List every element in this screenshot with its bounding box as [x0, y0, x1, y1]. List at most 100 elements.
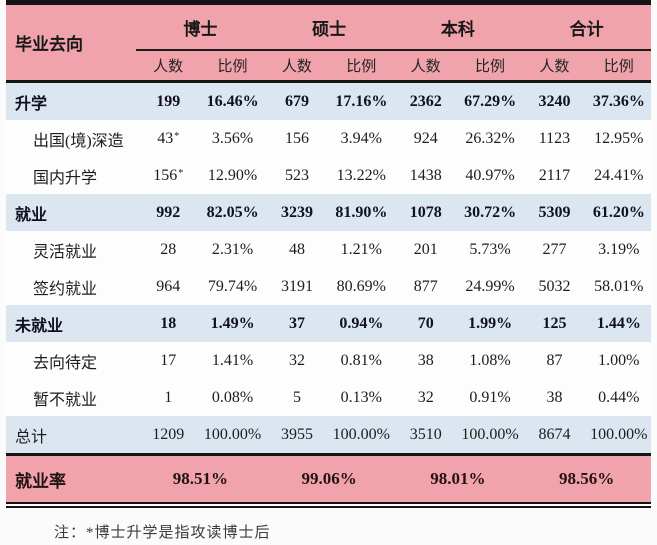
column-group-total: 合计 [522, 5, 651, 51]
cell-value: 1 [136, 379, 201, 416]
row-label: 灵活就业 [6, 231, 136, 268]
cell-value: 17.16% [329, 83, 394, 120]
subcolumn-header-proportion: 比例 [329, 51, 394, 83]
cell-value: 30.72% [457, 194, 523, 231]
cell-value: 0.81% [329, 342, 394, 379]
cell-value: 201 [393, 231, 458, 268]
column-group-bachelor: 本科 [393, 5, 523, 51]
row-label: 升学 [6, 83, 136, 120]
subcolumn-header-proportion: 比例 [457, 51, 523, 83]
cell-value: 199 [136, 83, 201, 120]
cell-value: 877 [393, 268, 458, 305]
cell-value: 156 [264, 120, 330, 157]
cell-value: 964 [136, 268, 201, 305]
cell-value: 100.00% [586, 416, 651, 453]
employment-rate-value: 98.51% [136, 453, 265, 502]
column-group-master: 硕士 [264, 5, 394, 51]
cell-value: 5309 [522, 194, 587, 231]
subcolumn-header-count: 人数 [264, 51, 330, 83]
cell-value: 81.90% [329, 194, 394, 231]
cell-value: 1123 [522, 120, 587, 157]
cell-value: 80.69% [329, 268, 394, 305]
cell-value: 58.01% [586, 268, 651, 305]
subcolumn-header-count: 人数 [522, 51, 587, 83]
cell-value: 679 [264, 83, 330, 120]
cell-value: 1.21% [329, 231, 394, 268]
subcolumn-header-proportion: 比例 [586, 51, 651, 83]
cell-value: 3.56% [200, 120, 265, 157]
cell-value: 0.44% [586, 379, 651, 416]
cell-value: 13.22% [329, 157, 394, 194]
cell-value: 1.49% [200, 305, 265, 342]
row-label: 暂不就业 [6, 379, 136, 416]
column-group-phd: 博士 [136, 5, 265, 51]
row-label: 签约就业 [6, 268, 136, 305]
cell-value: 0.08% [200, 379, 265, 416]
cell-value: 523 [264, 157, 330, 194]
table-grid: 毕业去向 博士 硕士 本科 合计 人数 比例 人数 比例 人数 比例 人数 比例… [6, 5, 651, 502]
cell-value: 12.95% [586, 120, 651, 157]
cell-value: 2.31% [200, 231, 265, 268]
cell-value: 5032 [522, 268, 587, 305]
cell-value: 100.00% [200, 416, 265, 453]
cell-value: 28 [136, 231, 201, 268]
cell-value: 26.32% [457, 120, 523, 157]
employment-rate-value: 98.56% [522, 453, 651, 502]
cell-value: 70 [393, 305, 458, 342]
cell-value: 0.13% [329, 379, 394, 416]
cell-value: 40.97% [457, 157, 523, 194]
cell-value: 24.99% [457, 268, 523, 305]
cell-value: 18 [136, 305, 201, 342]
employment-rate-value: 98.01% [393, 453, 523, 502]
cell-value: 1438 [393, 157, 458, 194]
cell-value: 100.00% [457, 416, 523, 453]
cell-value: 32 [264, 342, 330, 379]
cell-value: 0.91% [457, 379, 523, 416]
cell-value: 8674 [522, 416, 587, 453]
cell-value: 1.99% [457, 305, 523, 342]
cell-value: 3239 [264, 194, 330, 231]
cell-value: 3240 [522, 83, 587, 120]
cell-value: 100.00% [329, 416, 394, 453]
cell-value: 1.44% [586, 305, 651, 342]
cell-value: 67.29% [457, 83, 523, 120]
cell-value: 3955 [264, 416, 330, 453]
cell-value: 32 [393, 379, 458, 416]
cell-value: 43 * [136, 120, 201, 157]
cell-value: 5.73% [457, 231, 523, 268]
footnote: 注：*博士升学是指攻读博士后 [54, 525, 271, 541]
row-label: 就业 [6, 194, 136, 231]
cell-value: 38 [393, 342, 458, 379]
row-label: 总计 [6, 416, 136, 453]
cell-value: 3191 [264, 268, 330, 305]
cell-value: 1.00% [586, 342, 651, 379]
cell-value: 79.74% [200, 268, 265, 305]
row-label: 去向待定 [6, 342, 136, 379]
cell-value: 2117 [522, 157, 587, 194]
graduate-destination-table: 毕业去向 博士 硕士 本科 合计 人数 比例 人数 比例 人数 比例 人数 比例… [6, 0, 651, 508]
cell-value: 924 [393, 120, 458, 157]
cell-value: 3510 [393, 416, 458, 453]
subcolumn-header-proportion: 比例 [200, 51, 265, 83]
cell-value: 37 [264, 305, 330, 342]
cell-value: 1.41% [200, 342, 265, 379]
cell-value: 16.46% [200, 83, 265, 120]
cell-value: 24.41% [586, 157, 651, 194]
subcolumn-header-count: 人数 [393, 51, 458, 83]
cell-value: 0.94% [329, 305, 394, 342]
cell-value: 87 [522, 342, 587, 379]
cell-value: 82.05% [200, 194, 265, 231]
cell-value: 3.19% [586, 231, 651, 268]
cell-value: 3.94% [329, 120, 394, 157]
cell-value: 277 [522, 231, 587, 268]
cell-value: 1.08% [457, 342, 523, 379]
employment-rate-value: 99.06% [264, 453, 394, 502]
cell-value: 37.36% [586, 83, 651, 120]
cell-value: 992 [136, 194, 201, 231]
cell-value: 61.20% [586, 194, 651, 231]
cell-value: 12.90% [200, 157, 265, 194]
cell-value: 17 [136, 342, 201, 379]
cell-value: 5 [264, 379, 330, 416]
corner-header: 毕业去向 [6, 5, 136, 83]
